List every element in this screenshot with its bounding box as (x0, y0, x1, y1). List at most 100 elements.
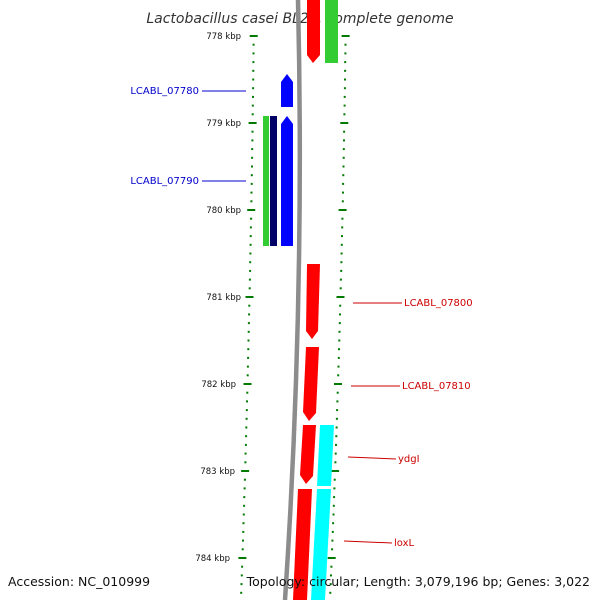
major-tick (334, 383, 342, 385)
minor-tick (250, 200, 253, 203)
minor-tick (250, 174, 253, 177)
minor-tick (341, 217, 344, 220)
cyan-feature-lower[interactable] (311, 489, 331, 600)
minor-tick (246, 374, 249, 377)
minor-tick (344, 69, 347, 72)
kbp-label-783: 783 kbp (200, 467, 235, 477)
major-tick (341, 35, 350, 37)
minor-tick (337, 365, 340, 368)
gene-lcabl-07800-arrow[interactable] (306, 264, 320, 339)
minor-tick (246, 391, 249, 394)
minor-tick (339, 313, 341, 316)
gene-loxl-red-arrow[interactable] (293, 489, 312, 600)
minor-tick (339, 304, 342, 307)
gene-label-lcabl-07810[interactable]: LCABL_07810 (402, 381, 471, 392)
minor-tick (240, 574, 243, 577)
minor-tick (333, 478, 336, 481)
gene-ydgi-arrow[interactable] (300, 425, 316, 484)
major-tick (245, 296, 254, 298)
minor-tick (334, 461, 337, 464)
minor-tick (344, 43, 347, 46)
minor-tick (342, 191, 344, 194)
minor-tick (252, 78, 255, 81)
minor-tick (252, 87, 255, 90)
minor-tick (343, 113, 346, 116)
minor-tick (336, 391, 339, 394)
minor-tick (341, 200, 344, 203)
minor-tick (244, 443, 247, 446)
major-tick (243, 383, 252, 385)
minor-tick (245, 417, 248, 420)
minor-tick (242, 530, 245, 533)
minor-tick (332, 522, 335, 525)
major-tick (340, 122, 349, 124)
minor-tick (330, 565, 333, 568)
minor-tick (344, 52, 347, 55)
minor-tick (342, 174, 345, 177)
minor-tick (333, 496, 336, 499)
minor-tick (243, 478, 246, 481)
minor-tick (249, 235, 252, 238)
minor-tick (246, 365, 249, 368)
minor-tick (247, 339, 250, 342)
minor-tick (338, 348, 340, 351)
minor-tick (337, 374, 340, 377)
minor-tick (338, 339, 341, 342)
minor-tick (247, 322, 250, 325)
minor-tick (241, 548, 244, 551)
cyan-feature-upper[interactable] (317, 425, 334, 486)
major-tick (327, 557, 336, 559)
minor-tick (342, 182, 345, 185)
green-feature-forward[interactable] (325, 0, 338, 63)
minor-tick (335, 417, 338, 420)
gene-label-ydgi[interactable]: ydgI (398, 454, 420, 465)
minor-tick (250, 191, 253, 194)
kbp-label-781: 781 kbp (206, 293, 241, 303)
minor-tick (252, 43, 255, 46)
minor-tick (342, 148, 345, 151)
minor-tick (243, 504, 246, 507)
minor-tick (343, 95, 346, 98)
kbp-label-778: 778 kbp (206, 32, 241, 42)
minor-tick (329, 591, 332, 594)
minor-tick (251, 104, 254, 107)
gene-label-loxl[interactable]: loxL (394, 538, 415, 549)
gene-top-red-arrow[interactable] (307, 0, 320, 63)
gene-lcabl-07790-arrow[interactable] (281, 116, 293, 246)
reverse-strand-features (263, 74, 293, 246)
dark-feature-reverse[interactable] (270, 116, 277, 246)
minor-tick (247, 356, 250, 359)
major-tick (336, 296, 345, 298)
minor-tick (247, 348, 250, 351)
minor-tick (331, 530, 334, 533)
minor-tick (250, 182, 253, 185)
minor-tick (250, 217, 253, 220)
gene-label-lcabl-07800[interactable]: LCABL_07800 (404, 298, 473, 309)
minor-tick (249, 252, 252, 255)
kbp-scale: 778 kbp 779 kbp 780 kbp 781 kbp 782 kbp … (195, 32, 241, 564)
gene-lcabl-07780-arrow[interactable] (281, 74, 293, 107)
major-tick (338, 209, 347, 211)
forward-strand-features (293, 0, 338, 600)
gene-label-lcabl-07790[interactable]: LCABL_07790 (130, 176, 199, 187)
minor-tick (331, 548, 334, 551)
green-feature-reverse[interactable] (263, 116, 269, 246)
minor-tick (335, 426, 338, 429)
minor-tick (341, 235, 343, 238)
gene-lcabl-07810-arrow[interactable] (303, 347, 319, 421)
minor-tick (337, 356, 340, 359)
minor-tick (251, 139, 254, 142)
minor-tick (251, 113, 254, 116)
minor-tick (245, 426, 248, 429)
minor-tick (251, 148, 254, 151)
minor-tick (251, 130, 254, 133)
minor-tick (335, 435, 338, 438)
minor-tick (246, 400, 248, 403)
accession-text: Accession: NC_010999 (8, 574, 150, 589)
gene-label-lcabl-07780[interactable]: LCABL_07780 (130, 86, 199, 97)
minor-tick (244, 461, 247, 464)
minor-tick (240, 583, 243, 586)
gene-label-leaders (202, 90, 402, 544)
minor-tick (342, 156, 345, 159)
